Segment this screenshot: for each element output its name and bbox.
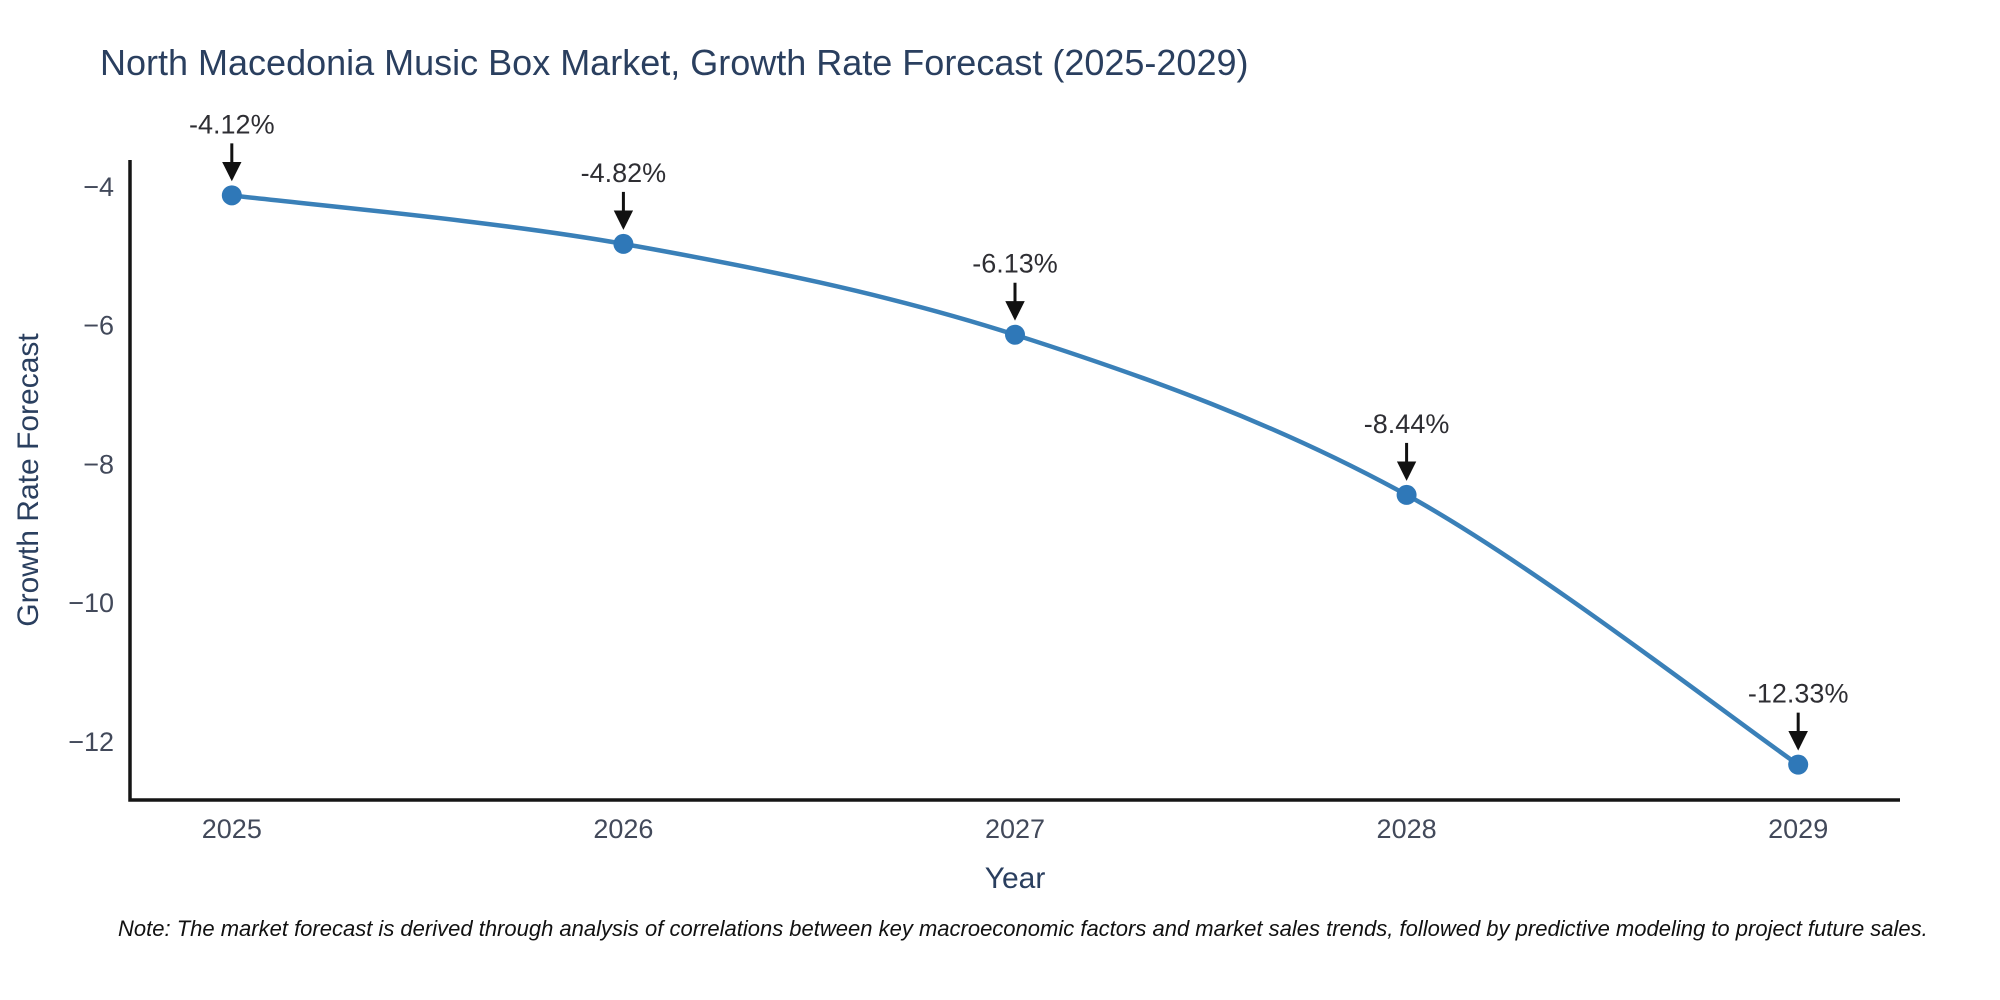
data-point-marker	[1788, 754, 1809, 775]
data-point-marker	[221, 185, 242, 206]
axis-lines	[128, 160, 1900, 802]
data-point-marker	[1005, 324, 1025, 345]
annotation-label: -4.82%	[581, 158, 667, 188]
annotation-label: -8.44%	[1364, 409, 1450, 439]
data-point-marker	[613, 233, 634, 254]
forecast-line	[229, 193, 1801, 767]
chart-footnote: Note: The market forecast is derived thr…	[118, 916, 1928, 941]
annotation-label: -12.33%	[1748, 679, 1849, 709]
x-tick-label: 2025	[202, 814, 262, 844]
x-tick-label: 2028	[1377, 814, 1437, 844]
x-tick-label: 2029	[1768, 814, 1828, 844]
y-tick-label: −12	[68, 727, 114, 757]
chart-title: North Macedonia Music Box Market, Growth…	[100, 42, 1249, 83]
y-tick-label: −6	[83, 311, 114, 341]
x-tick-label: 2026	[593, 814, 653, 844]
y-tick-label: −10	[68, 588, 114, 618]
x-axis-title: Year	[985, 862, 1046, 895]
y-axis-title: Growth Rate Forecast	[12, 333, 45, 627]
annotation-label: -4.12%	[189, 109, 275, 139]
y-tick-label: −8	[83, 449, 114, 479]
annotation-label: -6.13%	[972, 249, 1058, 279]
y-tick-label: −4	[83, 172, 114, 202]
data-point-marker	[1396, 484, 1417, 505]
x-tick-label: 2027	[985, 814, 1045, 844]
